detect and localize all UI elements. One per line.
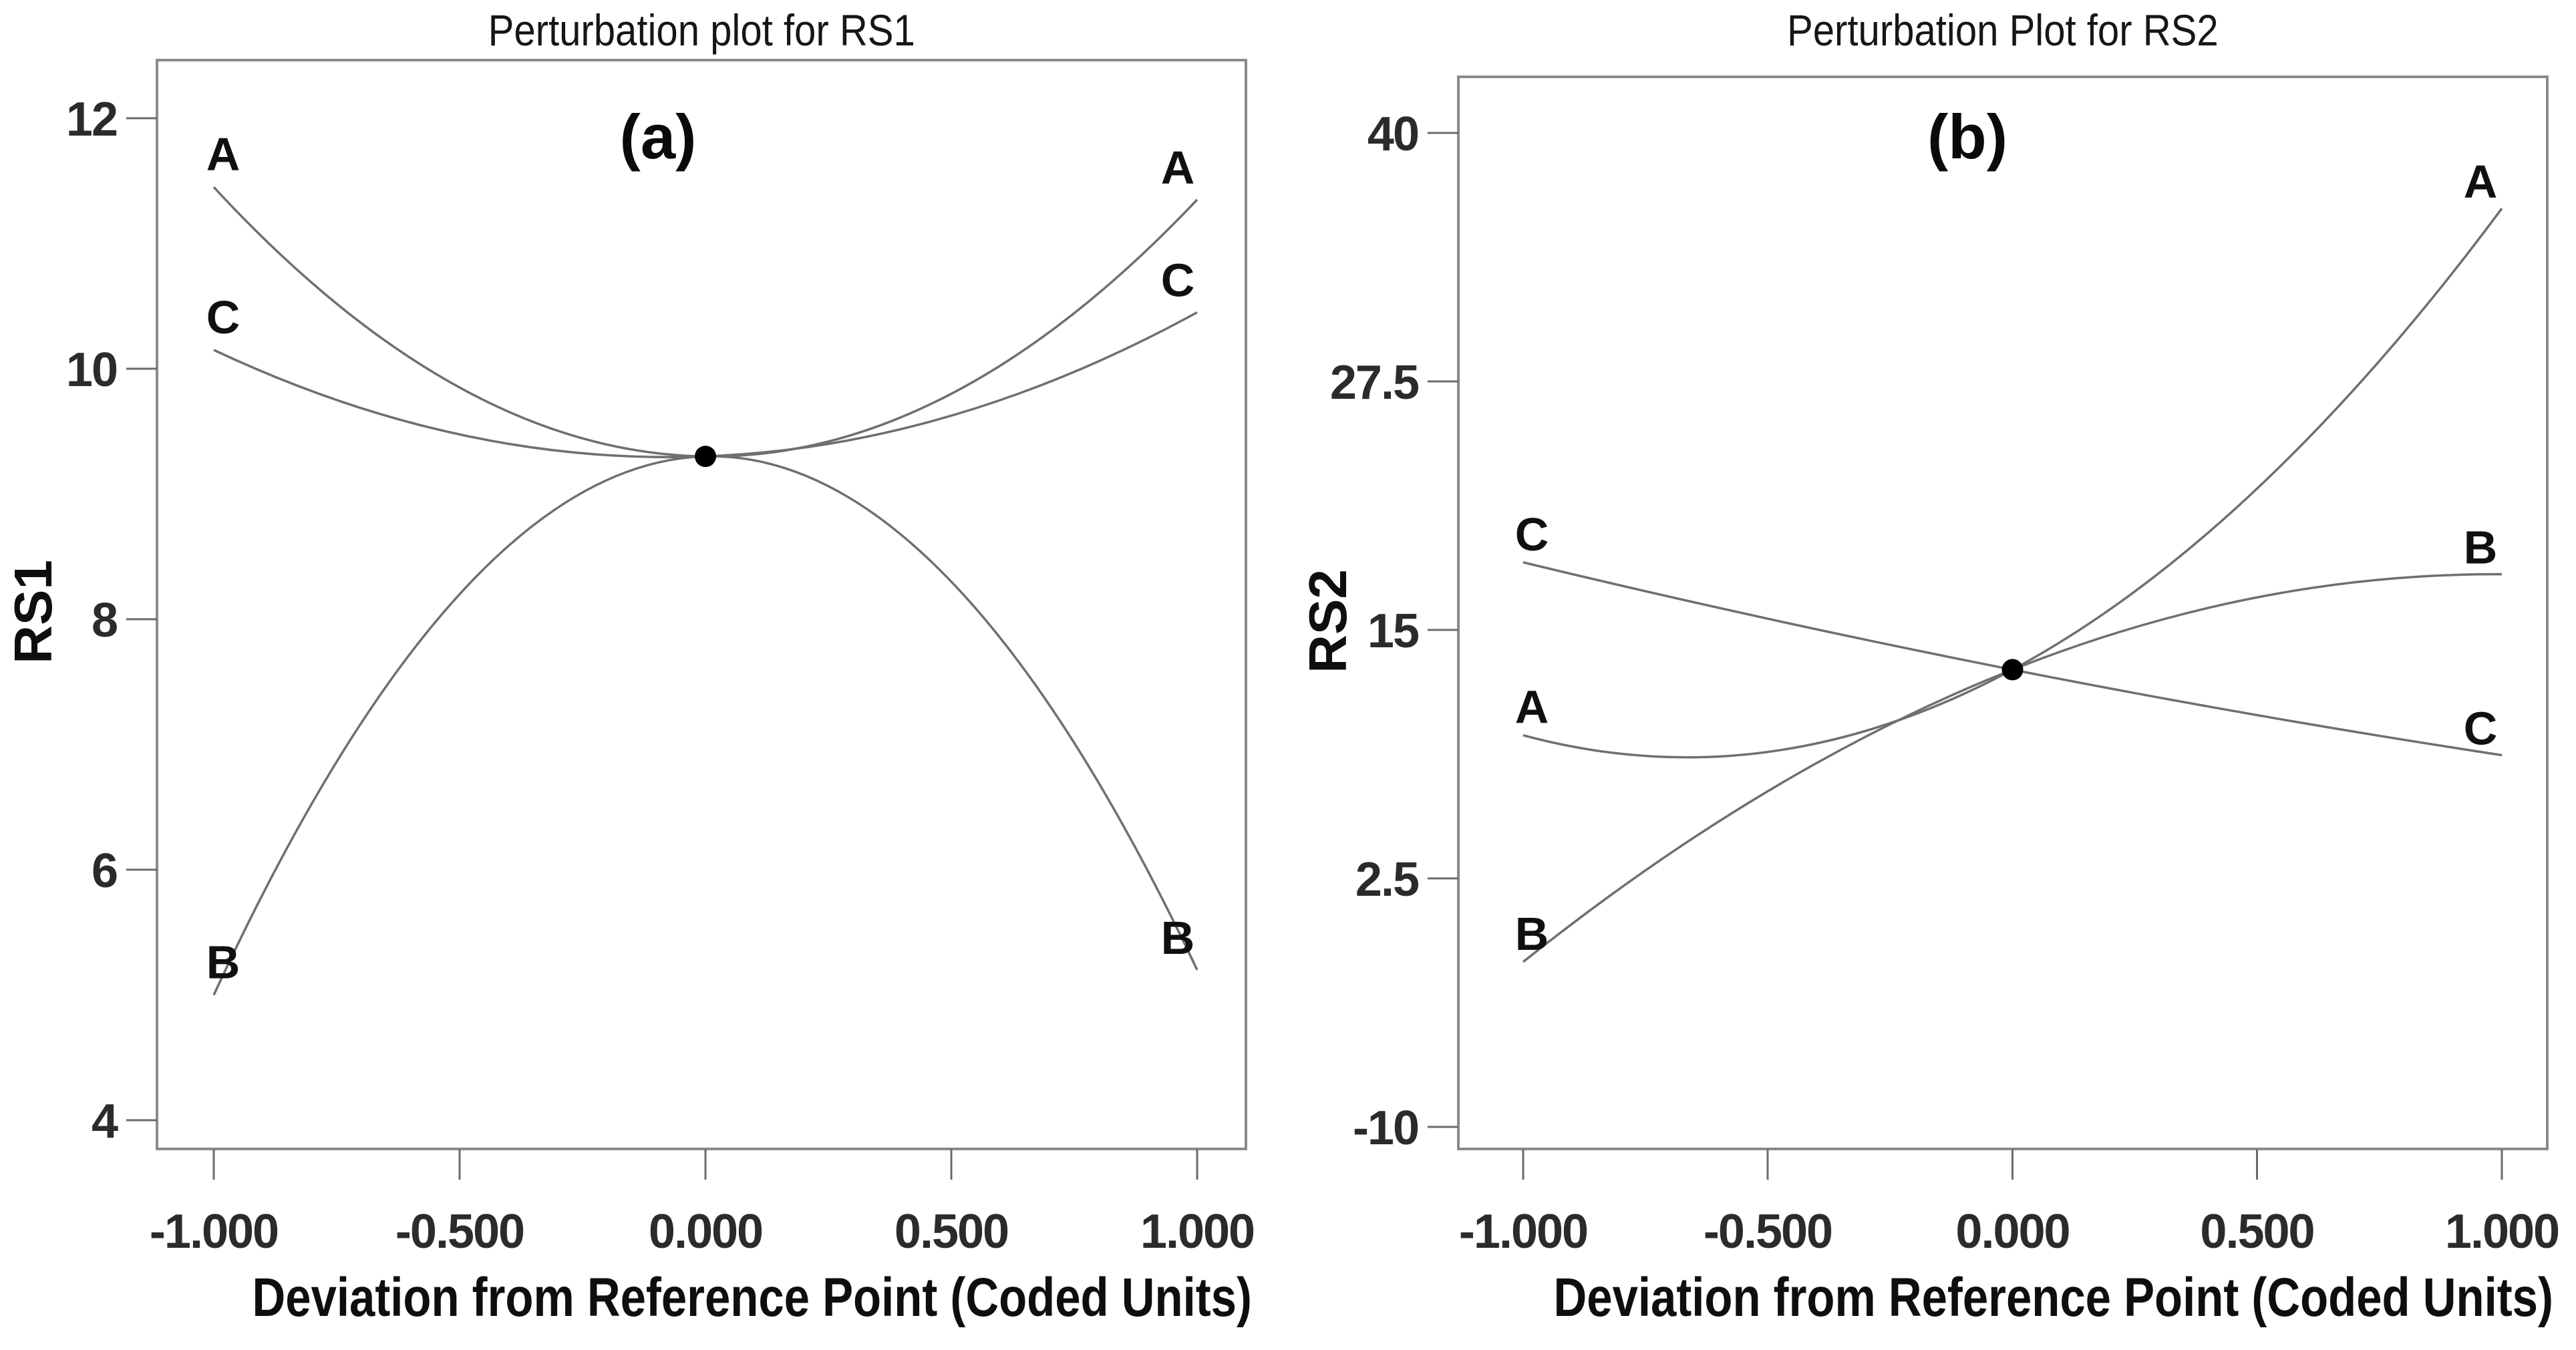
curve-label-C-left: C bbox=[206, 291, 240, 343]
y-tick-label: 2.5 bbox=[1355, 853, 1419, 906]
y-tick-label: -10 bbox=[1353, 1102, 1418, 1155]
curve-A bbox=[212, 186, 1198, 458]
curve-label-C-right: C bbox=[1161, 255, 1195, 307]
curve-label-C-right: C bbox=[2464, 702, 2498, 754]
curve-C bbox=[1522, 561, 2503, 757]
plot-a-frame bbox=[156, 59, 1247, 1150]
curve-B bbox=[212, 455, 1198, 996]
y-tick-label: 6 bbox=[92, 844, 117, 898]
curve-label-C-left: C bbox=[1515, 508, 1549, 560]
plot-b-frame bbox=[1457, 75, 2549, 1150]
x-tick-label: 0.000 bbox=[1955, 1205, 2069, 1258]
panel-label-b: (b) bbox=[1927, 102, 2008, 172]
curve-label-B-left: B bbox=[1515, 908, 1549, 960]
x-tick-label: 0.500 bbox=[2200, 1205, 2313, 1258]
x-tick-label: 0.500 bbox=[895, 1205, 1008, 1258]
y-tick-label: 27.5 bbox=[1330, 356, 1419, 409]
panel-label-a: (a) bbox=[619, 102, 697, 172]
curve-label-B-right: B bbox=[1161, 912, 1195, 964]
y-tick-label: 4 bbox=[92, 1095, 118, 1148]
y-tick-label: 10 bbox=[66, 343, 117, 397]
plot-b-x-axis-title: Deviation from Reference Point (Coded Un… bbox=[1458, 1271, 2553, 1325]
plot-b-title: Perturbation Plot for RS2 bbox=[1458, 8, 2547, 52]
curve-label-A-right: A bbox=[1161, 142, 1195, 194]
x-tick-label: 1.000 bbox=[2445, 1205, 2559, 1258]
curve-label-B-left: B bbox=[206, 937, 240, 989]
plot-b-title-text: Perturbation Plot for RS2 bbox=[1787, 5, 2219, 55]
x-tick-label: 0.000 bbox=[649, 1205, 762, 1258]
reference-point-dot bbox=[695, 446, 716, 468]
plot-a-y-axis-title: RS1 bbox=[3, 560, 63, 664]
plot-a-title: Perturbation plot for RS1 bbox=[157, 8, 1246, 52]
y-tick-label: 15 bbox=[1367, 605, 1419, 658]
plot-a-x-axis-title-text: Deviation from Reference Point (Coded Un… bbox=[252, 1267, 1252, 1328]
x-tick-label: -1.000 bbox=[1459, 1205, 1587, 1258]
x-tick-label: -0.500 bbox=[395, 1205, 524, 1258]
reference-point-dot bbox=[2001, 659, 2024, 681]
curve-C bbox=[213, 311, 1198, 458]
plot-a-x-axis-title: Deviation from Reference Point (Coded Un… bbox=[157, 1271, 1252, 1325]
curve-label-A-left: A bbox=[206, 128, 240, 180]
y-tick-label: 40 bbox=[1367, 108, 1418, 161]
plot-a-title-text: Perturbation plot for RS1 bbox=[488, 5, 915, 55]
y-tick-label: 12 bbox=[66, 93, 117, 146]
curve-B bbox=[1522, 572, 2503, 963]
curve-label-A-right: A bbox=[2464, 156, 2498, 208]
x-tick-label: -0.500 bbox=[1704, 1205, 1832, 1258]
plot-b-y-axis-title: RS2 bbox=[1298, 569, 1357, 673]
x-tick-label: 1.000 bbox=[1140, 1205, 1254, 1258]
curve-label-A-left: A bbox=[1515, 681, 1549, 733]
y-tick-label: 8 bbox=[92, 594, 117, 647]
plot-b-x-axis-title-text: Deviation from Reference Point (Coded Un… bbox=[1553, 1267, 2553, 1328]
x-tick-label: -1.000 bbox=[150, 1205, 278, 1258]
curve-label-B-right: B bbox=[2464, 522, 2498, 574]
